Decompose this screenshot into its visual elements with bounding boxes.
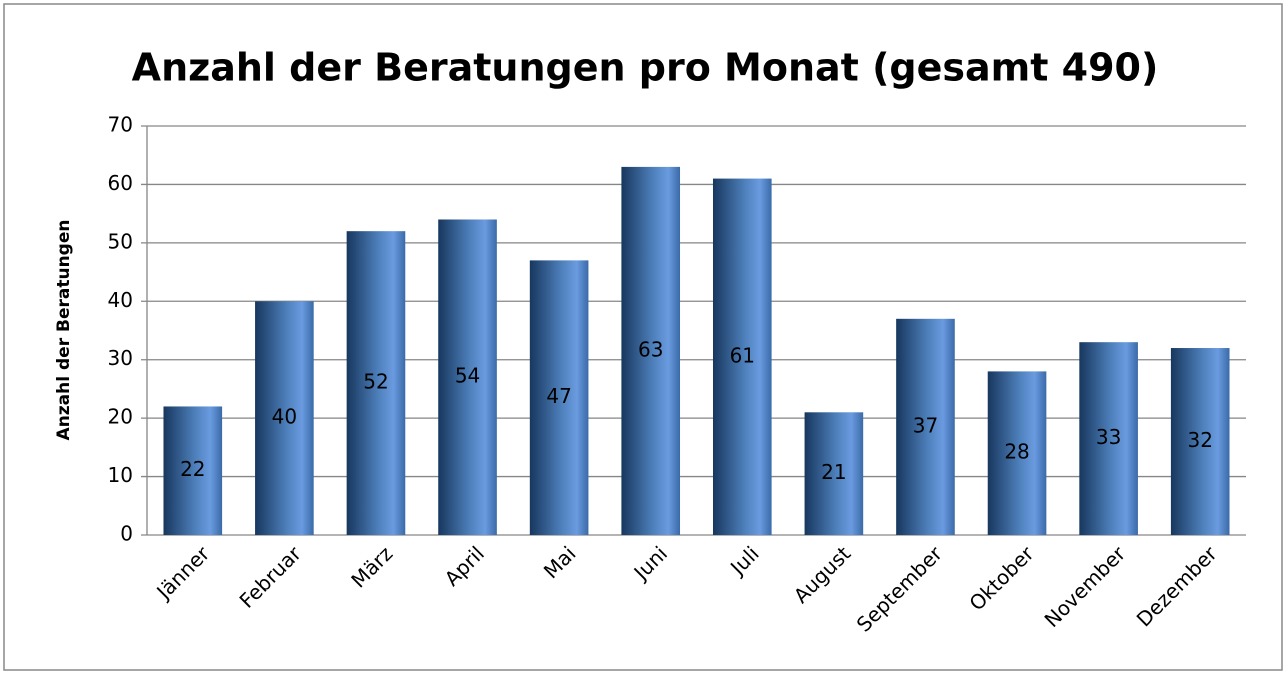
data-label: 33 [1096, 425, 1121, 449]
y-axis-label: Anzahl der Beratungen [54, 220, 74, 441]
bar [804, 412, 864, 535]
data-label: 61 [730, 343, 755, 367]
chart-title: Anzahl der Beratungen pro Monat (gesamt … [132, 46, 1159, 90]
data-label: 28 [1004, 440, 1029, 464]
bar [712, 178, 772, 536]
bar [1170, 348, 1230, 535]
data-label: 37 [913, 413, 938, 437]
bar [346, 231, 406, 535]
y-tick-label: 60 [108, 171, 133, 195]
y-tick-label: 40 [108, 288, 133, 312]
bar [163, 406, 223, 535]
data-label: 32 [1187, 428, 1212, 452]
data-label: 22 [180, 457, 205, 481]
data-label: 47 [546, 384, 571, 408]
y-tick-label: 20 [108, 405, 133, 429]
data-label: 40 [272, 405, 297, 429]
bar [438, 219, 497, 535]
data-label: 63 [638, 337, 663, 361]
bar [987, 371, 1047, 535]
y-tick-label: 30 [108, 346, 133, 370]
y-tick-label: 70 [108, 113, 133, 137]
y-tick-label: 0 [120, 522, 133, 546]
bar [621, 166, 681, 535]
bar [529, 260, 589, 535]
bar [255, 301, 314, 535]
y-tick-label: 50 [108, 229, 133, 253]
data-label: 21 [821, 460, 846, 484]
y-tick-label: 10 [108, 463, 133, 487]
bar [896, 318, 955, 535]
bar [1079, 342, 1138, 535]
data-label: 52 [363, 370, 388, 394]
data-label: 54 [455, 364, 480, 388]
